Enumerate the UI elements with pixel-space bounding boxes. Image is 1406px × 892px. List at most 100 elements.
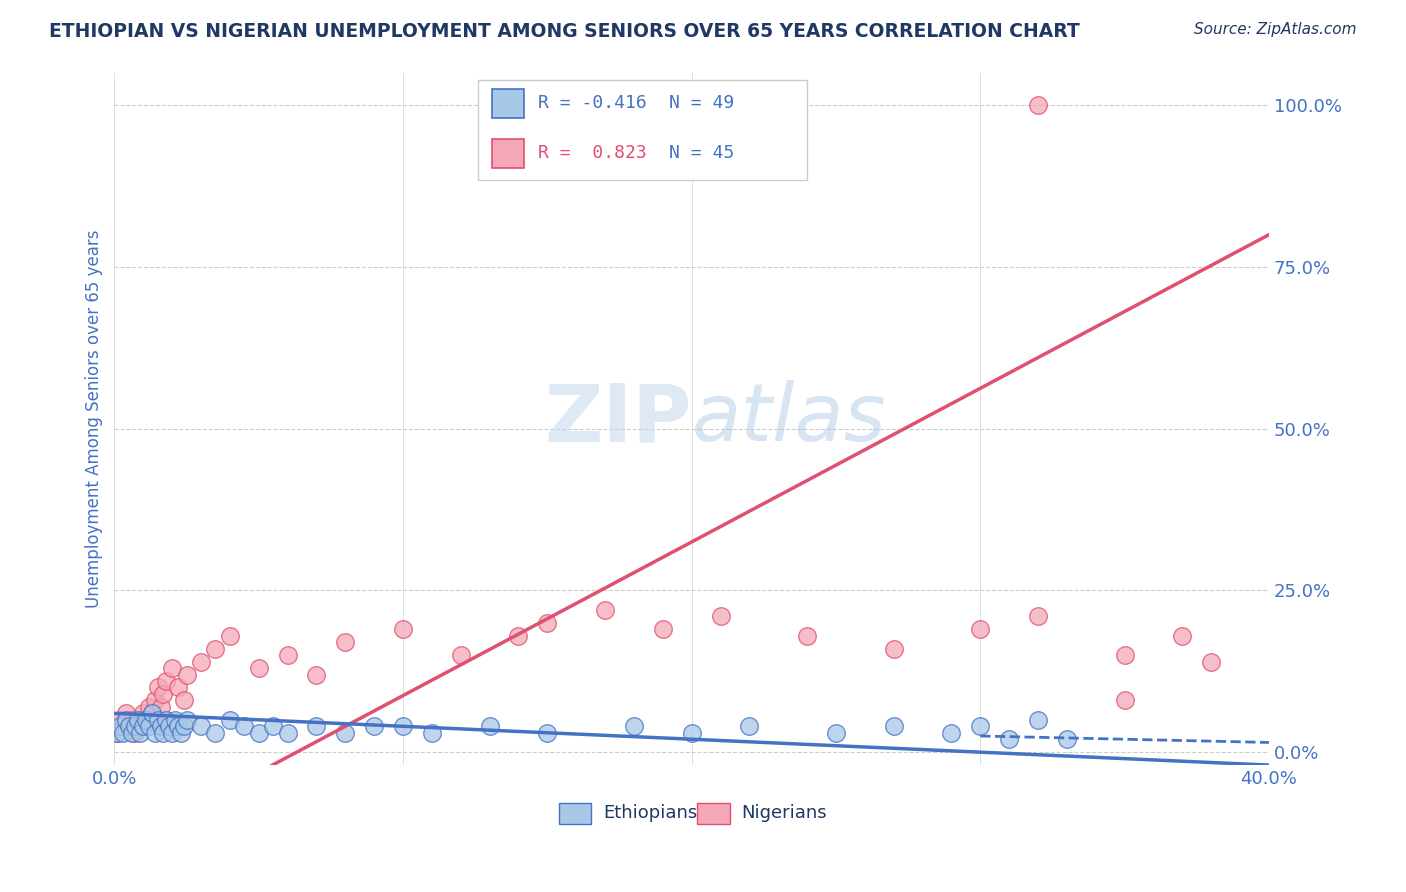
Bar [697, 803, 730, 824]
Point [127, 713, 149, 727]
Point [149, 699, 172, 714]
Point [883, 719, 905, 733]
Point [135, 713, 157, 727]
Point [190, 719, 212, 733]
Point [883, 641, 905, 656]
Point [118, 719, 141, 733]
Point [1026, 713, 1049, 727]
Point [450, 648, 472, 662]
Point [941, 725, 963, 739]
Point [1171, 629, 1194, 643]
Text: ETHIOPIAN VS NIGERIAN UNEMPLOYMENT AMONG SENIORS OVER 65 YEARS CORRELATION CHART: ETHIOPIAN VS NIGERIAN UNEMPLOYMENT AMONG… [49, 22, 1080, 41]
Point [173, 693, 195, 707]
Text: R =  0.823: R = 0.823 [538, 144, 647, 161]
Point [305, 719, 328, 733]
Point [173, 719, 195, 733]
Point [167, 719, 190, 733]
Point [163, 713, 186, 727]
Point [146, 713, 169, 727]
Point [121, 713, 143, 727]
Point [277, 725, 299, 739]
Point [155, 673, 177, 688]
Bar [492, 89, 524, 118]
Point [247, 725, 270, 739]
Point [998, 732, 1021, 747]
Point [536, 725, 558, 739]
Point [176, 713, 198, 727]
Point [305, 667, 328, 681]
Bar [560, 803, 592, 824]
Point [146, 681, 169, 695]
Point [155, 713, 177, 727]
Text: atlas: atlas [692, 380, 886, 458]
Point [138, 699, 160, 714]
Point [1114, 693, 1136, 707]
Text: R = -0.416: R = -0.416 [538, 94, 647, 112]
Text: Nigerians: Nigerians [741, 804, 827, 822]
Point [108, 719, 131, 733]
Point [478, 719, 501, 733]
Point [127, 713, 149, 727]
Point [105, 725, 128, 739]
Point [392, 719, 415, 733]
Point [218, 713, 240, 727]
Point [141, 706, 163, 721]
Bar [492, 139, 524, 168]
Point [176, 667, 198, 681]
Point [335, 725, 357, 739]
Text: N = 49: N = 49 [669, 94, 734, 112]
Point [108, 713, 131, 727]
Point [115, 713, 138, 727]
Point [204, 641, 226, 656]
Point [651, 622, 673, 636]
Point [170, 725, 193, 739]
Point [969, 622, 991, 636]
Point [1026, 98, 1049, 112]
Point [536, 615, 558, 630]
Bar [478, 80, 807, 180]
Text: ZIP: ZIP [544, 380, 692, 458]
Point [709, 609, 731, 624]
Text: Ethiopians: Ethiopians [603, 804, 697, 822]
Point [112, 719, 135, 733]
Point [121, 725, 143, 739]
Point [160, 661, 183, 675]
Point [149, 719, 172, 733]
Point [141, 706, 163, 721]
Y-axis label: Unemployment Among Seniors over 65 years: Unemployment Among Seniors over 65 years [86, 230, 103, 608]
Point [247, 661, 270, 675]
Point [112, 725, 135, 739]
Point [190, 655, 212, 669]
Point [1114, 648, 1136, 662]
Text: Source: ZipAtlas.com: Source: ZipAtlas.com [1194, 22, 1357, 37]
Point [167, 681, 190, 695]
Point [1199, 655, 1222, 669]
Point [105, 725, 128, 739]
Point [392, 622, 415, 636]
Point [160, 725, 183, 739]
Point [593, 603, 616, 617]
Point [152, 687, 174, 701]
Point [132, 719, 155, 733]
Point [124, 719, 146, 733]
Point [143, 693, 166, 707]
Point [277, 648, 299, 662]
Point [1026, 609, 1049, 624]
Point [204, 725, 226, 739]
Point [138, 719, 160, 733]
Point [796, 629, 818, 643]
Point [115, 706, 138, 721]
Point [825, 725, 848, 739]
Point [129, 725, 152, 739]
Text: N = 45: N = 45 [669, 144, 734, 161]
Point [143, 725, 166, 739]
Point [420, 725, 443, 739]
Point [132, 706, 155, 721]
Point [262, 719, 284, 733]
Point [681, 725, 703, 739]
Point [363, 719, 385, 733]
Point [124, 725, 146, 739]
Point [129, 719, 152, 733]
Point [157, 719, 180, 733]
Point [738, 719, 761, 733]
